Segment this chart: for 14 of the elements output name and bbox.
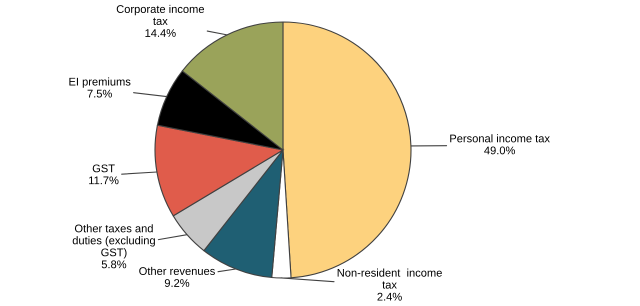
data-label: 9.2%	[164, 279, 190, 287]
data-label: 7.5%	[88, 90, 112, 98]
slice-label: EI premiums	[69, 77, 130, 88]
data-label: 11.7%	[89, 176, 119, 184]
data-label: 2.4%	[377, 292, 402, 301]
slice-label: Personal income tax	[450, 134, 550, 142]
slice-label: Non-resident income tax	[338, 268, 442, 289]
slice-label: Corporate income tax	[116, 4, 204, 25]
data-label: 14.4%	[145, 29, 176, 37]
slice-label: Other taxes and duties (excluding GST)	[72, 224, 155, 259]
slice-label: GST	[92, 164, 115, 172]
data-label: 49.0%	[484, 146, 516, 154]
slice-label: Other revenues	[139, 266, 215, 275]
data-label: 5.8%	[102, 260, 126, 268]
